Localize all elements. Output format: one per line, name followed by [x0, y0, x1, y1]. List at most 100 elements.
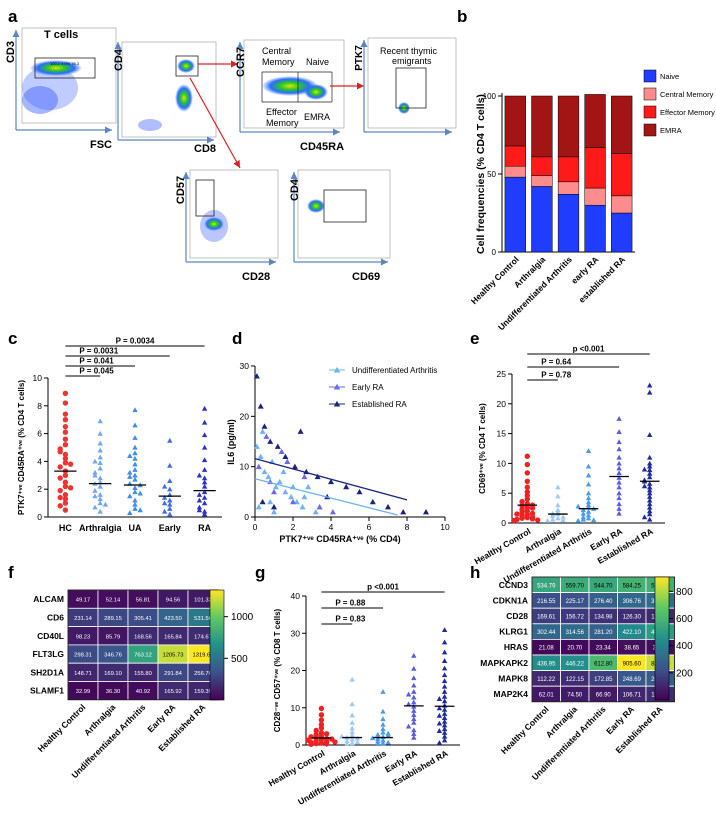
- y-tick-label: 20: [291, 666, 301, 676]
- data-point: [524, 470, 530, 476]
- data-point: [62, 455, 69, 462]
- heatmap-value: 94.56: [166, 598, 181, 604]
- data-point: [132, 450, 138, 456]
- data-point: [97, 475, 103, 481]
- data-point: [616, 470, 622, 476]
- data-point: [284, 458, 291, 465]
- data-point: [196, 507, 203, 513]
- bar-segment: [584, 204, 606, 253]
- data-point: [323, 741, 330, 747]
- legend-swatch: [643, 87, 657, 101]
- x-tick-label: UA: [129, 523, 142, 533]
- heatmap-value: 169.61: [537, 615, 556, 621]
- data-point: [97, 440, 103, 446]
- heatmap-value: 225.17: [566, 599, 585, 605]
- data-point: [385, 739, 391, 745]
- heatmap-frame: [531, 576, 675, 703]
- data-point: [529, 516, 536, 522]
- panel-label-c: c: [8, 329, 17, 348]
- data-point: [271, 503, 277, 510]
- heatmap-value: 216.55: [537, 599, 556, 605]
- data-point: [132, 485, 138, 490]
- y-tick-label: 8: [37, 401, 42, 411]
- data-point: [647, 508, 653, 514]
- data-point: [441, 649, 448, 655]
- legend-label: Central Memory: [660, 90, 714, 99]
- column-label: Healthy Control: [499, 704, 551, 756]
- heatmap-value: 101.32: [194, 598, 212, 604]
- quadrant-effector: Effector: [266, 107, 297, 117]
- data-point: [585, 512, 592, 518]
- y-tick-label: 0: [295, 740, 300, 750]
- heatmap-value: 346.76: [104, 653, 122, 659]
- data-point: [647, 511, 653, 517]
- row-label: MAPK8: [498, 673, 528, 683]
- data-point: [62, 451, 69, 458]
- data-point: [280, 468, 287, 475]
- y-tick-label: 10: [497, 458, 507, 468]
- data-point: [62, 442, 69, 448]
- data-point: [92, 458, 98, 464]
- data-point: [62, 500, 69, 506]
- panel-label-d: d: [232, 329, 242, 348]
- data-point: [423, 508, 429, 515]
- axis-cd4-b: CD4: [289, 178, 301, 201]
- panel-label-h: h: [470, 563, 480, 582]
- bar-segment: [504, 165, 526, 178]
- data-point: [127, 493, 133, 499]
- data-point: [585, 448, 592, 454]
- data-point: [62, 429, 69, 435]
- axis-cd4: CD4: [113, 48, 125, 71]
- bar-segment: [531, 95, 553, 158]
- colorbar: [654, 576, 670, 701]
- data-point: [312, 508, 319, 515]
- data-point: [343, 483, 350, 490]
- data-point: [167, 497, 173, 503]
- data-point: [575, 503, 581, 509]
- heatmap-value: 436.95: [537, 661, 556, 667]
- data-point: [67, 485, 74, 491]
- data-point: [196, 492, 203, 497]
- data-point: [514, 511, 520, 517]
- y-tick-label: 0: [492, 248, 497, 257]
- p-value-label: P = 0.64: [541, 358, 571, 367]
- data-point: [97, 496, 103, 502]
- p-value-label: P = 0.88: [335, 599, 365, 608]
- data-point: [585, 515, 592, 521]
- heatmap-value: 306.76: [623, 599, 642, 605]
- data-point: [313, 740, 319, 747]
- heatmap-value: 148.71: [74, 671, 92, 677]
- data-point: [97, 492, 103, 497]
- data-point: [313, 727, 319, 734]
- data-point: [201, 494, 208, 500]
- data-point: [441, 639, 448, 645]
- data-point: [282, 488, 289, 495]
- quadrant-central: Central: [262, 46, 291, 56]
- data-point: [132, 422, 138, 428]
- data-point: [616, 501, 622, 507]
- data-point: [411, 712, 417, 717]
- data-point: [405, 701, 412, 707]
- axis-cd45ra: CD45RA: [300, 141, 344, 153]
- x-tick-label: 8: [405, 522, 410, 532]
- data-point: [57, 494, 63, 501]
- data-point: [318, 725, 325, 731]
- x-tick-label: established RA: [577, 254, 627, 304]
- data-point: [385, 730, 391, 736]
- data-point: [255, 463, 262, 470]
- bar-segment: [557, 181, 580, 195]
- heatmap-value: 446.22: [566, 661, 585, 667]
- y-tick-label: 30: [291, 628, 301, 638]
- colorbar-tick-label: 800: [676, 587, 693, 598]
- data-point: [524, 484, 530, 490]
- data-point: [132, 407, 138, 413]
- y-axis-label: Cell frequencies (% CD4 T cells): [475, 94, 487, 254]
- data-point: [344, 738, 350, 744]
- data-point: [560, 517, 566, 523]
- data-point: [616, 454, 622, 460]
- panel-label-g: g: [255, 563, 265, 582]
- data-point: [411, 675, 417, 681]
- data-point: [257, 403, 264, 409]
- heatmap-value: 231.14: [74, 616, 93, 622]
